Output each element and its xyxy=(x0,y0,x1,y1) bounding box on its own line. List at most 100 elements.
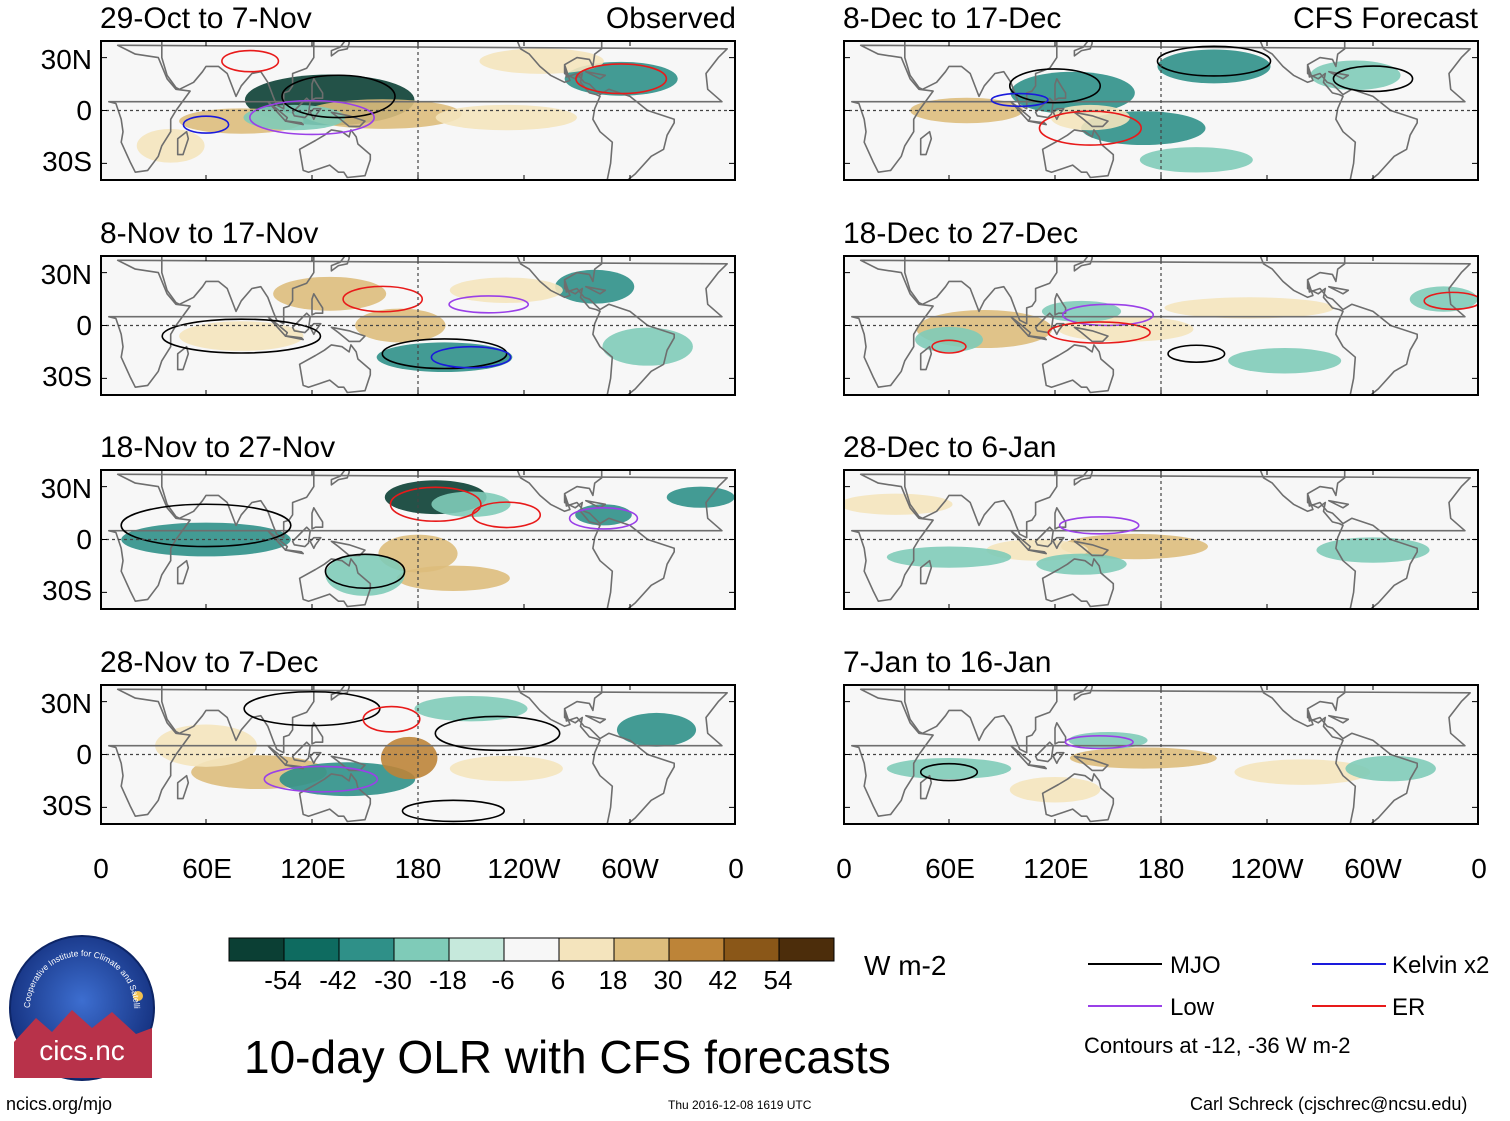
wave-contour xyxy=(120,503,292,548)
wave-contour xyxy=(471,501,542,529)
xtick-right-0-end: 0 xyxy=(1471,853,1487,884)
olr-anomaly xyxy=(179,321,304,351)
olr-anomaly xyxy=(1234,759,1371,785)
map-panel-2 xyxy=(100,255,736,396)
olr-anomaly xyxy=(431,491,511,517)
continent-outline xyxy=(851,473,1471,602)
continent-outline xyxy=(311,507,324,530)
olr-anomaly xyxy=(910,97,1024,124)
continent-outline xyxy=(108,44,728,173)
legend-swatches-right xyxy=(1312,963,1386,1007)
continent-outline xyxy=(1034,97,1054,119)
wave-contour xyxy=(221,49,280,73)
colorbar xyxy=(228,937,835,962)
continent-outline xyxy=(1041,558,1115,608)
continent-outline xyxy=(291,526,311,548)
olr-anomaly xyxy=(616,712,697,747)
continent-outline xyxy=(1027,549,1047,555)
continent-outline xyxy=(904,255,1058,325)
olr-anomaly xyxy=(1139,147,1253,173)
continent-outline xyxy=(311,722,324,745)
continent-outline xyxy=(267,100,289,122)
xtick-right-60w: 60W xyxy=(1344,853,1402,884)
colorbar-bin xyxy=(503,937,560,962)
wave-contour xyxy=(182,115,230,134)
continent-outline xyxy=(919,345,933,371)
panel-title-8: 7-Jan to 16-Jan xyxy=(843,646,1052,679)
continent-outline xyxy=(309,751,322,765)
colorbar-bin xyxy=(338,937,395,962)
continent-outline xyxy=(1073,40,1093,57)
continent-outline xyxy=(284,335,304,341)
map-frame xyxy=(843,40,1479,181)
continent-outline xyxy=(176,774,190,800)
olr-anomaly xyxy=(1310,60,1401,91)
map-frame xyxy=(843,469,1479,610)
continent-outline xyxy=(161,255,315,325)
continent-outline xyxy=(1073,540,1109,557)
colorbar-bin xyxy=(723,937,780,962)
panel-title-6: 18-Dec to 27-Dec xyxy=(843,217,1079,250)
units-label: W m-2 xyxy=(864,950,947,981)
ytick-30n-p3: 30N xyxy=(40,473,92,504)
contour-note: Contours at -12, -36 W m-2 xyxy=(1084,1033,1351,1058)
wave-contour xyxy=(990,92,1049,108)
footer-timestamp: Thu 2016-12-08 1619 UTC xyxy=(668,1098,812,1112)
legend-label-mjo: MJO xyxy=(1170,952,1221,979)
wave-contour xyxy=(1064,735,1134,750)
continent-outline xyxy=(1073,684,1093,701)
colorbar-label-9: 42 xyxy=(708,965,738,995)
xtick-right-180: 180 xyxy=(1137,853,1185,884)
continent-outline xyxy=(1052,751,1065,765)
panel-title-7: 28-Dec to 6-Jan xyxy=(843,431,1057,464)
continent-outline xyxy=(1041,344,1115,394)
footer-website[interactable]: ncics.org/mjo xyxy=(6,1094,113,1114)
continent-outline xyxy=(1054,78,1067,101)
olr-anomaly xyxy=(1036,553,1127,575)
continent-outline xyxy=(291,741,311,763)
wave-contour xyxy=(401,799,506,823)
continent-outline xyxy=(1073,755,1109,772)
map-frame xyxy=(843,684,1479,825)
continent-outline xyxy=(1034,312,1054,334)
continent-outline xyxy=(298,558,372,608)
continent-outline xyxy=(176,559,190,585)
continent-outline xyxy=(330,540,366,557)
continent-outline xyxy=(1073,111,1109,128)
map-frame xyxy=(843,255,1479,396)
continent-outline xyxy=(1010,744,1032,766)
olr-anomaly xyxy=(414,695,528,722)
continent-outline xyxy=(585,285,607,295)
olr-anomaly xyxy=(1050,104,1130,131)
colorbar-bin xyxy=(228,937,285,962)
olr-anomaly xyxy=(435,104,577,131)
wave-contour xyxy=(1423,291,1479,311)
colorbar-label-8: 30 xyxy=(653,965,683,995)
xtick-left-0-end: 0 xyxy=(728,853,744,884)
wave-contour xyxy=(568,506,639,530)
continent-outline xyxy=(1259,40,1418,181)
continent-outline xyxy=(176,130,190,156)
continent-outline xyxy=(108,259,728,388)
colorbar-bin xyxy=(558,937,615,962)
colorbar-label-10: 54 xyxy=(763,965,793,995)
continent-outline xyxy=(1010,529,1032,551)
logo-mountains xyxy=(14,1010,152,1078)
map-frame xyxy=(100,40,736,181)
colorbar-label-4: -18 xyxy=(429,965,467,995)
continent-outline xyxy=(298,344,372,394)
continent-outline xyxy=(516,684,675,825)
map-panel-4 xyxy=(100,684,736,825)
wave-contour xyxy=(919,762,979,782)
continent-outline xyxy=(1052,107,1065,121)
continent-outline xyxy=(851,688,1471,817)
ytick-30n-p2: 30N xyxy=(40,259,92,290)
continent-outline xyxy=(1027,335,1047,341)
xtick-left-120w: 120W xyxy=(487,853,561,884)
logo-wordmark: cics.nc xyxy=(39,1035,125,1066)
xtick-right-120w: 120W xyxy=(1230,853,1304,884)
wave-contour xyxy=(1038,110,1143,146)
map-frame xyxy=(100,469,736,610)
wave-contour xyxy=(434,715,561,752)
xtick-left-180: 180 xyxy=(394,853,442,884)
